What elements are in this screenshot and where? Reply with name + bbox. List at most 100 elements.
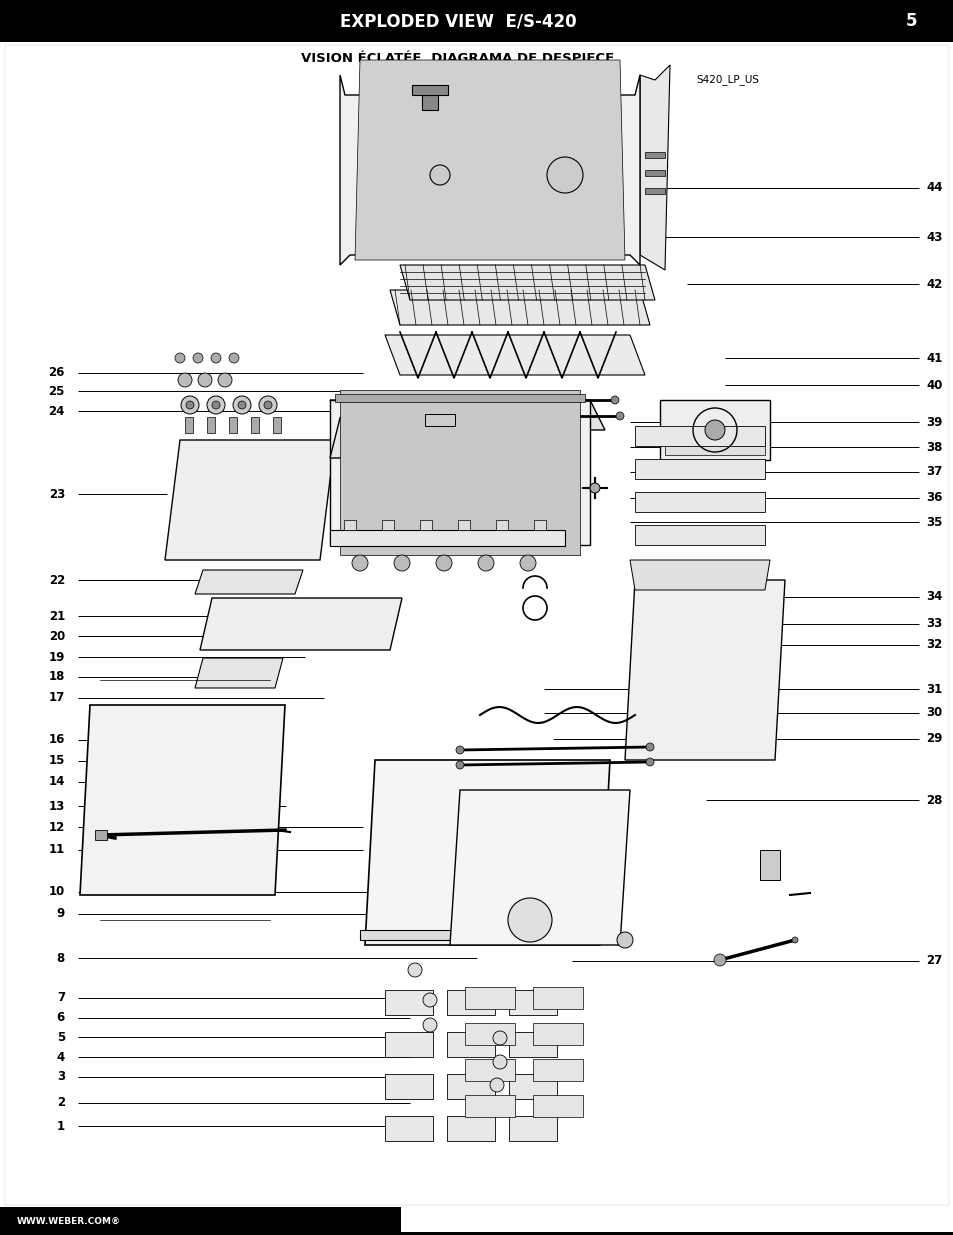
Circle shape (519, 555, 536, 571)
Bar (335, 394, 584, 403)
Polygon shape (339, 403, 439, 417)
Circle shape (193, 353, 203, 363)
Circle shape (645, 743, 654, 751)
Text: 29: 29 (925, 732, 942, 745)
Text: 18: 18 (49, 671, 65, 683)
Circle shape (610, 396, 618, 404)
Polygon shape (355, 61, 624, 261)
Circle shape (456, 746, 463, 755)
Bar (229, 417, 236, 433)
Circle shape (229, 353, 239, 363)
Bar (464, 1058, 515, 1081)
Polygon shape (200, 598, 401, 650)
Text: 19: 19 (49, 651, 65, 663)
Bar (344, 520, 355, 530)
Bar (447, 990, 495, 1015)
Circle shape (237, 401, 246, 409)
Circle shape (713, 953, 725, 966)
Text: 25: 25 (49, 385, 65, 398)
Polygon shape (330, 400, 589, 545)
Circle shape (394, 555, 410, 571)
Text: 26: 26 (49, 367, 65, 379)
Bar (419, 520, 432, 530)
Text: 5: 5 (56, 1031, 65, 1044)
Circle shape (493, 1055, 506, 1070)
Text: 12: 12 (49, 821, 65, 834)
Text: 20: 20 (49, 630, 65, 642)
Bar (635, 426, 764, 446)
Circle shape (218, 373, 232, 387)
Bar (421, 90, 437, 110)
Text: 38: 38 (925, 441, 942, 453)
Circle shape (178, 373, 192, 387)
Bar (464, 1023, 515, 1045)
Text: 3: 3 (57, 1071, 65, 1083)
Circle shape (477, 555, 494, 571)
Bar (385, 990, 433, 1015)
Text: 14: 14 (49, 776, 65, 788)
Polygon shape (194, 571, 303, 594)
Polygon shape (194, 658, 283, 688)
Circle shape (186, 401, 193, 409)
Text: EXPLODED VIEW  E/S-420: EXPLODED VIEW E/S-420 (339, 12, 576, 30)
Text: 28: 28 (925, 794, 942, 806)
Circle shape (456, 761, 463, 769)
Text: 9: 9 (56, 908, 65, 920)
Bar (509, 1074, 557, 1099)
Circle shape (408, 963, 421, 977)
Text: S420_LP_US: S420_LP_US (696, 74, 759, 85)
Bar (464, 1095, 515, 1116)
Bar (464, 987, 515, 1009)
Text: 36: 36 (925, 492, 942, 504)
Text: 41: 41 (925, 352, 942, 364)
Text: 16: 16 (49, 734, 65, 746)
Text: 21: 21 (49, 610, 65, 622)
Polygon shape (639, 65, 669, 270)
Circle shape (791, 937, 797, 944)
Circle shape (207, 396, 225, 414)
Text: 44: 44 (925, 182, 942, 194)
Text: 43: 43 (925, 231, 942, 243)
Text: 34: 34 (925, 590, 942, 603)
Bar (185, 417, 193, 433)
Bar (330, 530, 564, 546)
Bar (424, 414, 455, 426)
Bar (457, 520, 470, 530)
Bar (659, 400, 769, 459)
Bar (533, 1023, 582, 1045)
Polygon shape (629, 559, 769, 590)
Circle shape (704, 420, 724, 440)
Polygon shape (365, 760, 609, 945)
Text: 15: 15 (49, 755, 65, 767)
Circle shape (422, 1018, 436, 1032)
Circle shape (430, 165, 450, 185)
Polygon shape (330, 400, 604, 430)
Text: 11: 11 (49, 844, 65, 856)
Bar (0, 0, 953, 42)
Text: 37: 37 (925, 466, 942, 478)
Bar (635, 459, 764, 479)
Bar (207, 417, 214, 433)
Text: VISION ÉCLATÉE, DIAGRAMA DE DESPIECE: VISION ÉCLATÉE, DIAGRAMA DE DESPIECE (301, 51, 614, 64)
Bar (509, 990, 557, 1015)
Bar (95, 830, 107, 840)
Bar (533, 987, 582, 1009)
Circle shape (258, 396, 276, 414)
Circle shape (493, 1031, 506, 1045)
Circle shape (181, 396, 199, 414)
Text: 27: 27 (925, 955, 942, 967)
Bar (644, 170, 664, 177)
Polygon shape (330, 417, 430, 458)
Bar (760, 850, 780, 881)
Text: 32: 32 (925, 638, 942, 651)
Text: 7: 7 (57, 992, 65, 1004)
Bar (635, 492, 764, 513)
Circle shape (352, 555, 368, 571)
Bar (496, 520, 507, 530)
Polygon shape (399, 266, 655, 300)
Text: 1: 1 (57, 1120, 65, 1132)
Circle shape (616, 412, 623, 420)
Text: 4: 4 (56, 1051, 65, 1063)
Bar (534, 520, 545, 530)
Text: 31: 31 (925, 683, 942, 695)
